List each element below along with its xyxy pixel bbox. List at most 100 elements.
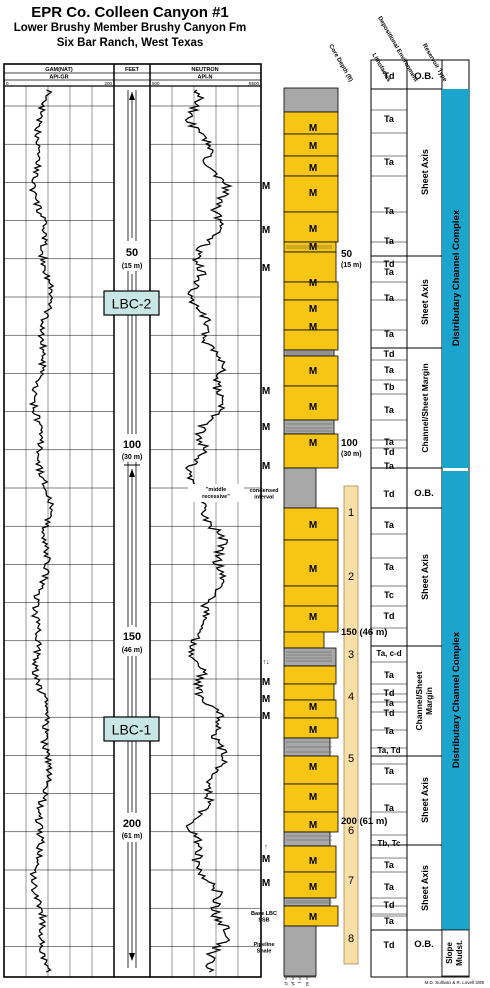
lithofacies-label: Ta <box>384 860 395 870</box>
sandstone-bed <box>283 665 337 685</box>
left-m-marker: M <box>262 422 270 433</box>
lithofacies-label: Ta <box>384 405 395 415</box>
bed-number: 5 <box>348 753 354 765</box>
left-m-marker: M <box>262 878 270 889</box>
log-depth-metric: (15 m) <box>122 263 143 270</box>
environment-label: Sheet Axis <box>420 279 430 325</box>
api-gr-label: API-GR <box>49 75 68 81</box>
pipeline-shale-note-line: Shale <box>257 949 272 955</box>
lithofacies-label: Tb <box>384 382 395 392</box>
mudstone-bed <box>283 925 317 977</box>
log-depth-label: 150 <box>123 631 141 643</box>
bed-number: 4 <box>348 691 354 703</box>
base-lbc-note: Base LBC SSB <box>251 911 277 924</box>
massive-bed-marker: M <box>309 725 317 736</box>
lithofacies-label: Td <box>384 447 395 457</box>
lbc-2-label: LBC-2 <box>112 296 152 312</box>
middle-recessive-note: "middle recessive" <box>202 487 230 500</box>
bed-number: 3 <box>348 649 354 661</box>
mudstone-bed <box>283 419 335 435</box>
lithofacies-label: Ta <box>384 882 395 892</box>
condensed-interval-note-line: condensed <box>249 488 278 494</box>
figure-location: Six Bar Ranch, West Texas <box>56 37 204 49</box>
massive-bed-marker: M <box>309 141 317 152</box>
lithofacies-label: Ta <box>384 206 395 216</box>
lithofacies-label: Ta <box>384 236 395 246</box>
feet-header: FEET <box>125 67 140 73</box>
massive-bed-marker: M <box>309 762 317 773</box>
core-depth-labels: 50 (15 m) 100 (30 m) 150 (46 m) 200 (61 m) <box>341 249 387 827</box>
lithofacies-label: Ta <box>384 437 395 447</box>
lithofacies-label: Ta <box>384 293 395 303</box>
lithofacies-label: Td <box>384 489 395 499</box>
sandstone-bed <box>283 605 339 633</box>
grain-size-scale: cl vf f m <box>284 976 316 986</box>
sandstone-bed <box>283 585 339 607</box>
mudstone-bed <box>283 831 331 847</box>
slope-mudstone-label: SlopeMudst. <box>445 940 464 966</box>
environment-label: O.B. <box>414 71 434 82</box>
n-max-label: 5500 <box>249 81 260 86</box>
environment-label: Sheet Axis <box>420 149 430 195</box>
condensed-interval-note-line: interval <box>254 495 274 501</box>
environment-label: O.B. <box>414 488 434 499</box>
bed-number: 6 <box>348 825 354 837</box>
environment-label: Sheet Axis <box>420 554 430 600</box>
well-log-panel: GAM(NAT) FEET NEUTRON API-GR API-N 0 200… <box>3 63 262 978</box>
lithofacies-label: Ta <box>384 766 395 776</box>
sandstone-bed <box>283 355 339 387</box>
lithofacies-label: Ta <box>384 562 395 572</box>
bed-number-column: 1 2 3 4 5 6 7 8 <box>343 485 359 965</box>
middle-recessive-line: "middle <box>206 487 226 493</box>
reservoir-band-upper <box>442 89 469 468</box>
arrow-marker: ↑↓ <box>263 659 270 666</box>
core-depth-metric: (30 m) <box>341 451 362 458</box>
left-m-marker: M <box>262 263 270 274</box>
lithofacies-label: Td <box>384 940 395 950</box>
massive-bed-marker: M <box>309 242 317 253</box>
bed-strip <box>343 485 359 965</box>
lithofacies-label: Ta <box>384 670 395 680</box>
mudstone-bed <box>283 87 339 113</box>
core-depth-label: 100 <box>341 438 358 449</box>
massive-bed-marker: M <box>309 322 317 333</box>
sandstone-bed <box>283 845 337 873</box>
lithofacies-label: Td <box>384 688 395 698</box>
api-n-label: API-N <box>198 75 213 81</box>
n-min-label: 500 <box>152 81 160 86</box>
sandstone-bed <box>283 175 339 213</box>
bed-number: 7 <box>348 875 354 887</box>
sandstone-bed <box>283 783 339 813</box>
column-header: Core Depth (ft) <box>327 44 353 83</box>
reservoir-type-column: Distributary Channel Complex Distributar… <box>441 89 470 977</box>
sandstone-bed <box>283 299 339 331</box>
left-m-marker: M <box>262 854 270 865</box>
massive-bed-marker: M <box>309 702 317 713</box>
massive-bed-marker: M <box>309 188 317 199</box>
mudstone-bed <box>283 897 331 907</box>
grain-scale-label: vf <box>291 981 296 985</box>
grain-scale-label: cl <box>284 982 289 985</box>
environment-label: Sheet Axis <box>420 865 430 911</box>
log-curves <box>28 89 233 973</box>
facies-table: TdTaTaTaTaTdTaTaTaTdTaTbTaTaTdTaTdTaTaTc… <box>370 59 470 978</box>
massive-bed-marker: M <box>309 402 317 413</box>
credit-line: M.D. Sullivan & R. Lovell 3/99 <box>424 980 484 985</box>
slope-label-line: Mudst. <box>455 940 464 966</box>
massive-bed-marker: M <box>309 912 317 923</box>
lithofacies-label: Ta <box>384 461 395 471</box>
sandstone-bed <box>283 433 339 469</box>
log-depth-metric: (30 m) <box>122 454 143 461</box>
left-m-marker: M <box>262 225 270 236</box>
sandstone-bed <box>283 631 325 649</box>
environment-label: Sheet Axis <box>420 777 430 823</box>
sandstone-bed <box>283 251 337 283</box>
core-depth-label: 200 (61 m) <box>341 816 387 827</box>
lithofacies-label: Td <box>384 900 395 910</box>
reservoir-lower-label: Distributary Channel Complex <box>451 631 462 768</box>
pipeline-shale-note-line: Pipeline <box>253 942 274 948</box>
lithofacies-label: Td <box>384 259 395 269</box>
lithofacies-label: Ta <box>384 114 395 124</box>
